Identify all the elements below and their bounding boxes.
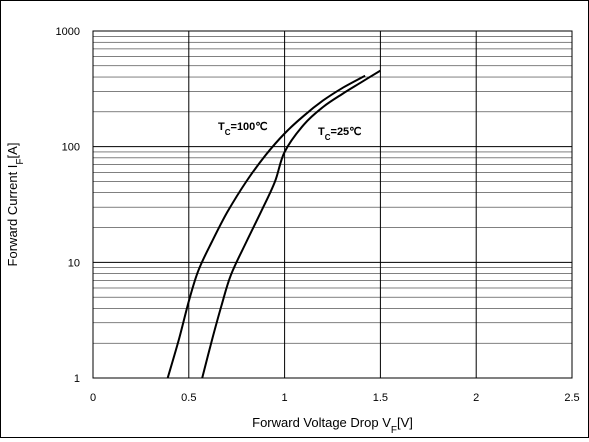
series-line-tc-25 xyxy=(201,69,381,379)
x-tick-label: 0 xyxy=(90,392,96,404)
y-tick-label: 1 xyxy=(74,373,80,385)
x-tick-label: 2.5 xyxy=(564,392,579,404)
y-tick-label: 10 xyxy=(68,257,80,269)
x-tick-label: 1 xyxy=(282,392,288,404)
y-tick-label: 100 xyxy=(62,142,80,154)
series-label-tc-25: TC=25℃ xyxy=(318,126,362,142)
series-line-tc-100 xyxy=(166,74,366,379)
major-gridlines xyxy=(92,30,573,379)
y-axis-title: Forward Current IF[A] xyxy=(5,143,26,267)
x-axis-title: Forward Voltage Drop VF[V] xyxy=(252,415,413,436)
y-tick-labels: 1 10 100 1000 xyxy=(56,26,80,385)
x-tick-label: 2 xyxy=(473,392,479,404)
x-tick-label: 0.5 xyxy=(181,392,196,404)
curves xyxy=(166,69,381,379)
x-tick-labels: 0 0.5 1 1.5 2 2.5 xyxy=(90,392,580,404)
minor-gridlines xyxy=(93,36,572,344)
y-tick-label: 1000 xyxy=(56,26,80,38)
x-tick-label: 1.5 xyxy=(373,392,388,404)
series-label-tc-100: TC=100℃ xyxy=(218,121,268,137)
plot-area-border xyxy=(92,30,573,379)
